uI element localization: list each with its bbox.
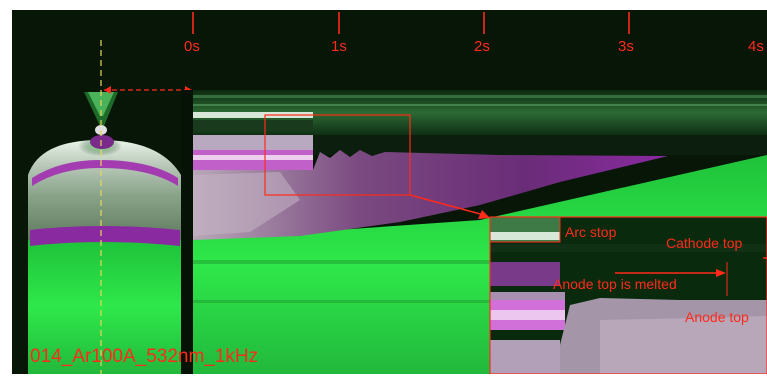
tick-label-4s: 4s — [748, 38, 764, 55]
anode-top-label: Anode top — [685, 309, 749, 325]
zoom-region-box — [264, 114, 411, 196]
tick-label-3s: 3s — [618, 38, 634, 55]
tick-label-0s: 0s — [184, 38, 200, 55]
cathode-top-label: Cathode top — [666, 235, 743, 251]
arc-stop-label: Arc stop — [565, 224, 617, 240]
zoom-inset — [489, 216, 767, 375]
image-caption: 014_Ar100A_532nm_1kHz — [30, 346, 259, 367]
tick-label-2s: 2s — [474, 38, 490, 55]
time-axis-ticks — [192, 12, 630, 34]
anode-melted-label: Anode top is melted — [553, 276, 677, 292]
zoom-connector — [409, 194, 485, 216]
tick-label-1s: 1s — [331, 38, 347, 55]
